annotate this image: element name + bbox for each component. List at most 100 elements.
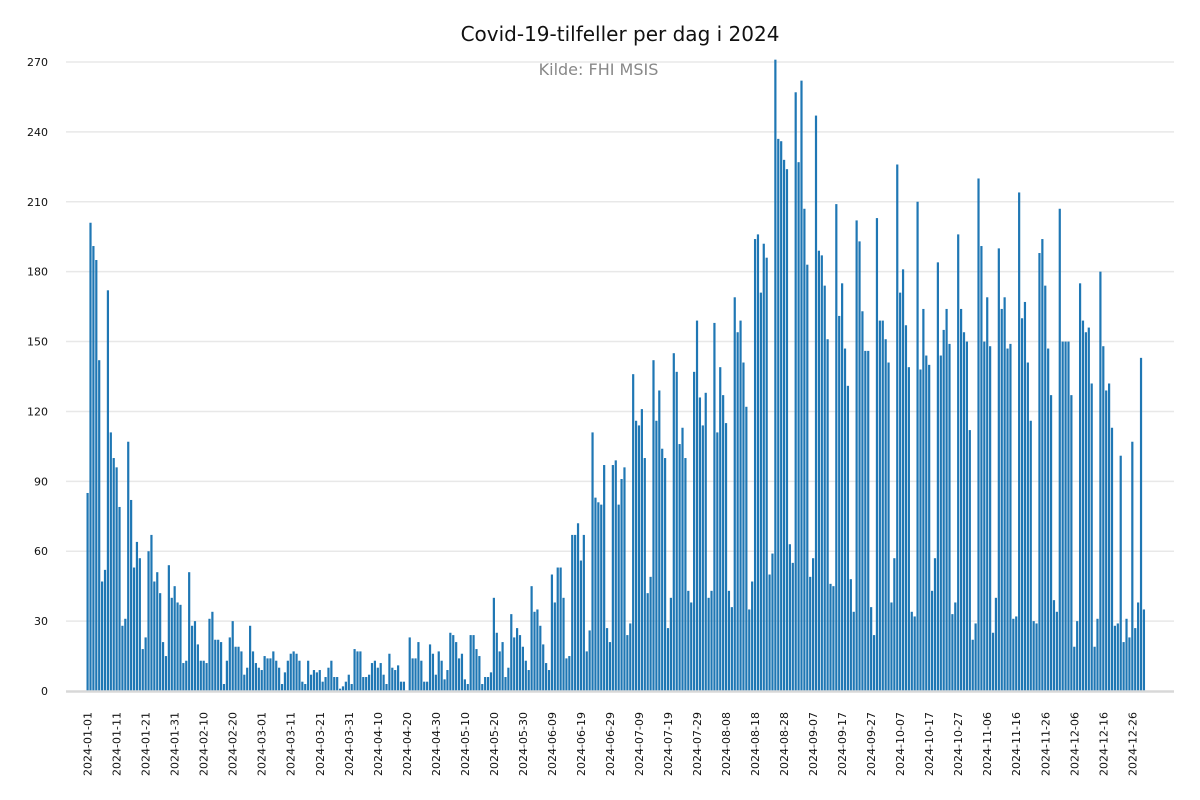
bar bbox=[219, 642, 223, 691]
bar bbox=[240, 651, 243, 691]
bar bbox=[611, 465, 614, 691]
bar bbox=[658, 390, 661, 691]
bar bbox=[788, 544, 791, 691]
bar bbox=[971, 639, 974, 691]
bar bbox=[843, 348, 847, 691]
bar bbox=[913, 616, 916, 691]
bar bbox=[362, 677, 365, 691]
bar bbox=[603, 465, 606, 691]
bar bbox=[1029, 420, 1032, 691]
x-tick-label: 2024-08-18 bbox=[749, 712, 762, 776]
x-tick-label: 2024-02-20 bbox=[227, 712, 240, 776]
x-tick-label: 2024-05-10 bbox=[459, 712, 472, 776]
bar bbox=[1067, 341, 1070, 691]
bar bbox=[324, 677, 327, 691]
bar bbox=[704, 392, 707, 691]
bar bbox=[382, 674, 385, 691]
bar bbox=[542, 644, 545, 691]
bar bbox=[515, 628, 519, 691]
bar bbox=[536, 609, 539, 691]
bar bbox=[1058, 208, 1061, 691]
bar bbox=[623, 467, 626, 691]
bar bbox=[576, 523, 580, 691]
bar bbox=[553, 602, 556, 691]
bar bbox=[675, 371, 678, 691]
x-tick-label: 2024-11-06 bbox=[981, 712, 994, 776]
bar bbox=[498, 651, 501, 691]
bar bbox=[1081, 320, 1085, 691]
y-tick-label: 180 bbox=[27, 266, 48, 279]
bar bbox=[428, 644, 432, 691]
bar bbox=[1023, 301, 1027, 691]
bar bbox=[1003, 297, 1006, 691]
bar bbox=[693, 371, 696, 691]
bar bbox=[930, 590, 934, 691]
bar bbox=[707, 597, 710, 691]
bar bbox=[208, 618, 211, 691]
bar bbox=[1049, 395, 1053, 691]
bar bbox=[791, 562, 794, 691]
bar bbox=[283, 672, 287, 691]
bar bbox=[156, 572, 159, 691]
bar bbox=[887, 362, 890, 691]
x-tick-label: 2024-05-20 bbox=[488, 712, 501, 776]
bar bbox=[878, 320, 881, 691]
bar bbox=[504, 677, 507, 691]
bar bbox=[101, 581, 104, 691]
bar bbox=[1000, 308, 1003, 691]
bar bbox=[414, 658, 417, 691]
bar bbox=[135, 541, 139, 691]
bar bbox=[960, 308, 963, 691]
bar bbox=[359, 651, 362, 691]
bar bbox=[161, 642, 165, 691]
bar bbox=[489, 672, 493, 691]
bar bbox=[643, 458, 646, 691]
x-tick-label: 2024-07-29 bbox=[691, 712, 704, 776]
bar bbox=[394, 670, 397, 691]
bar bbox=[777, 138, 780, 691]
bar bbox=[989, 346, 992, 691]
x-tick-label: 2024-07-19 bbox=[662, 712, 675, 776]
bar bbox=[132, 567, 136, 691]
bar bbox=[518, 635, 522, 691]
bar bbox=[1096, 618, 1099, 691]
bar bbox=[411, 658, 414, 691]
bar-series bbox=[86, 59, 1146, 692]
bar bbox=[620, 479, 623, 691]
x-tick-label: 2024-01-31 bbox=[169, 712, 182, 776]
bar bbox=[1026, 362, 1029, 691]
bar bbox=[748, 609, 751, 691]
bar bbox=[710, 590, 713, 691]
bar bbox=[109, 432, 112, 691]
bar bbox=[904, 325, 908, 691]
bar bbox=[742, 362, 745, 691]
bar bbox=[257, 667, 260, 691]
bar bbox=[574, 534, 577, 691]
bar bbox=[507, 667, 510, 691]
bar bbox=[759, 292, 762, 691]
bar bbox=[814, 115, 818, 691]
bar bbox=[443, 679, 446, 691]
bar bbox=[632, 374, 635, 691]
bar bbox=[652, 360, 655, 691]
bar bbox=[1041, 239, 1044, 691]
bar bbox=[736, 332, 739, 691]
bar bbox=[318, 670, 321, 691]
bar bbox=[309, 674, 313, 691]
bar bbox=[469, 635, 472, 691]
y-tick-label: 150 bbox=[27, 336, 48, 349]
bar bbox=[698, 397, 702, 691]
bar bbox=[440, 660, 443, 691]
bar bbox=[678, 444, 681, 691]
bar bbox=[1038, 253, 1041, 691]
bar bbox=[1061, 341, 1064, 691]
bar bbox=[817, 250, 821, 691]
x-tick-label: 2024-03-01 bbox=[256, 712, 269, 776]
bar bbox=[190, 625, 194, 691]
bar bbox=[127, 441, 130, 691]
bar bbox=[112, 458, 115, 691]
x-tick-label: 2024-03-31 bbox=[343, 712, 356, 776]
x-tick-label: 2024-08-28 bbox=[778, 712, 791, 776]
bar bbox=[1113, 625, 1117, 691]
bar bbox=[452, 635, 455, 691]
